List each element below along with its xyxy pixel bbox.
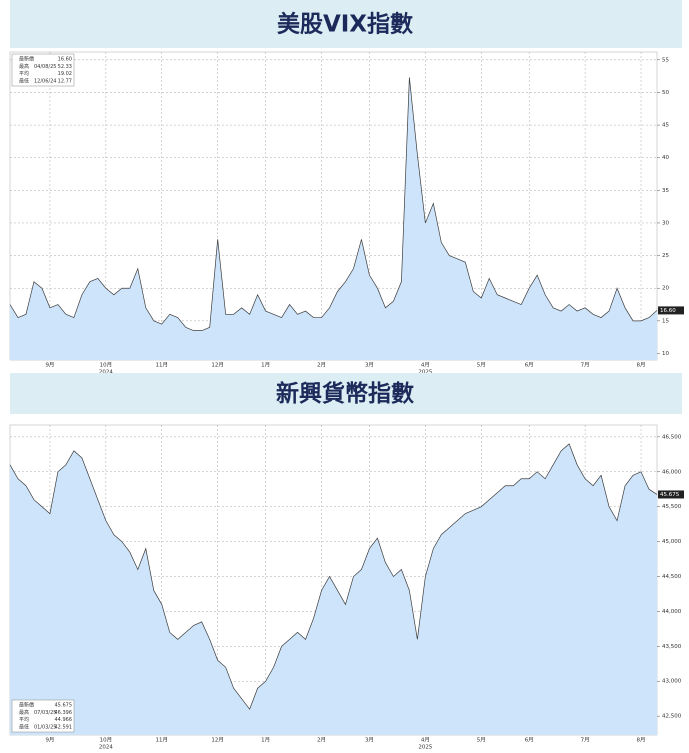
y-tick-label: 20 bbox=[662, 286, 669, 292]
title-band bbox=[10, 373, 682, 414]
legend-box bbox=[11, 699, 75, 733]
x-tick-label: 12月 bbox=[211, 362, 224, 369]
x-tick-label: 5月 bbox=[477, 737, 486, 744]
x-tick-label: 1月 bbox=[261, 362, 270, 369]
legend-value: 42.591 bbox=[55, 724, 73, 730]
chart-title: 新興貨幣指數 bbox=[276, 380, 414, 407]
year-label: 2025 bbox=[418, 370, 432, 376]
legend-label: 最新價 bbox=[19, 702, 34, 709]
y-tick-label: 46,000 bbox=[662, 469, 682, 475]
legend-value: 19.02 bbox=[58, 71, 72, 77]
last-value-label: 45.675 bbox=[660, 492, 680, 498]
legend-value: 45.675 bbox=[55, 703, 73, 709]
y-tick-label: 46,500 bbox=[662, 434, 682, 440]
y-tick-label: 44,000 bbox=[662, 609, 682, 615]
y-tick-label: 45,000 bbox=[662, 539, 682, 545]
y-tick-label: 40 bbox=[662, 155, 669, 161]
legend-label: 最低 bbox=[19, 77, 29, 84]
legend-value: 52.33 bbox=[58, 64, 72, 70]
legend-value: 16.60 bbox=[58, 57, 72, 63]
last-value-label: 16.60 bbox=[660, 308, 676, 314]
x-tick-label: 2月 bbox=[317, 362, 326, 369]
area bbox=[10, 443, 657, 735]
year-label: 2024 bbox=[99, 745, 113, 751]
legend-label: 最低 bbox=[19, 723, 29, 730]
line bbox=[9, 77, 658, 331]
x-tick-label: 10月 bbox=[100, 362, 113, 369]
y-tick-label: 25 bbox=[662, 253, 669, 259]
x-tick-label: 7月 bbox=[581, 362, 590, 369]
x-tick-label: 3月 bbox=[365, 362, 374, 369]
y-tick-label: 43,500 bbox=[662, 644, 682, 650]
x-tick-label: 12月 bbox=[211, 737, 224, 744]
x-tick-label: 8月 bbox=[637, 737, 646, 744]
legend-box bbox=[11, 53, 75, 87]
x-tick-label: 5月 bbox=[477, 362, 486, 369]
x-tick-label: 8月 bbox=[637, 362, 646, 369]
x-tick-label: 6月 bbox=[525, 737, 534, 744]
legend-label: 平均 bbox=[19, 716, 29, 723]
title-band bbox=[10, 0, 682, 48]
y-tick-label: 50 bbox=[662, 90, 669, 96]
chart-title: 美股VIX指數 bbox=[277, 11, 413, 38]
legend-label: 最新價 bbox=[19, 56, 34, 63]
last-value-tag bbox=[658, 306, 684, 315]
x-tick-label: 1月 bbox=[261, 737, 270, 744]
y-tick-label: 10 bbox=[662, 351, 669, 357]
x-tick-label: 11月 bbox=[156, 737, 169, 744]
y-tick-label: 45 bbox=[662, 123, 669, 129]
y-tick-label: 35 bbox=[662, 188, 669, 194]
y-tick-label: 45,500 bbox=[662, 504, 682, 510]
y-tick-label: 44,500 bbox=[662, 574, 682, 580]
legend-value: 44.966 bbox=[55, 717, 73, 723]
legend-label: 平均 bbox=[19, 70, 29, 77]
legend-date: 04/08/25 bbox=[34, 64, 56, 70]
legend-value: 46.396 bbox=[55, 710, 73, 716]
x-tick-label: 2月 bbox=[317, 737, 326, 744]
x-tick-label: 6月 bbox=[525, 362, 534, 369]
x-tick-label: 10月 bbox=[100, 737, 113, 744]
y-tick-label: 15 bbox=[662, 318, 669, 324]
x-tick-label: 4月 bbox=[421, 737, 430, 744]
x-tick-label: 4月 bbox=[421, 362, 430, 369]
x-tick-label: 9月 bbox=[45, 362, 54, 369]
line bbox=[9, 443, 658, 710]
y-tick-label: 55 bbox=[662, 57, 669, 63]
y-tick-label: 43,000 bbox=[662, 679, 682, 685]
year-label: 2024 bbox=[99, 370, 113, 376]
x-tick-label: 3月 bbox=[365, 737, 374, 744]
y-tick-label: 42,500 bbox=[662, 714, 682, 720]
x-tick-label: 11月 bbox=[156, 362, 169, 369]
x-tick-label: 7月 bbox=[581, 737, 590, 744]
legend-date: 01/03/25 bbox=[34, 724, 56, 730]
legend-date: 07/03/25 bbox=[34, 710, 56, 716]
y-tick-label: 30 bbox=[662, 220, 669, 226]
legend-label: 最高 bbox=[19, 709, 29, 716]
area bbox=[10, 77, 657, 360]
last-value-tag bbox=[658, 490, 684, 499]
legend-label: 最高 bbox=[19, 63, 29, 70]
legend-date: 12/06/24 bbox=[34, 78, 56, 84]
year-label: 2025 bbox=[418, 745, 432, 751]
legend-value: 12.77 bbox=[58, 78, 72, 84]
x-tick-label: 9月 bbox=[45, 737, 54, 744]
